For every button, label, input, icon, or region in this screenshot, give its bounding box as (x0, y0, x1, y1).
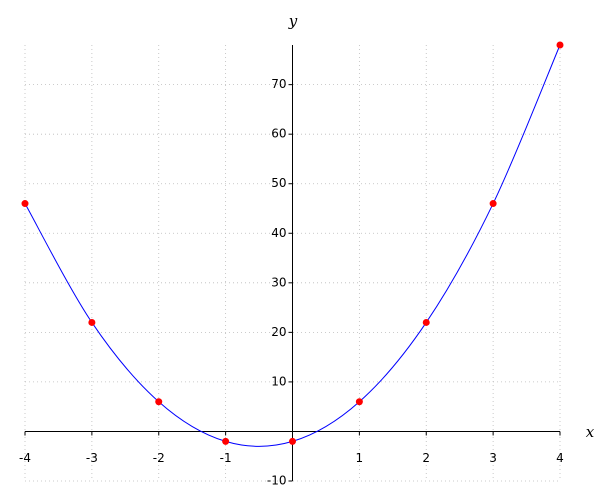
point (556, 41, 564, 49)
y-axis-label: y (288, 12, 298, 30)
y-tick-label: 60 (271, 127, 286, 141)
x-tick-label: 1 (356, 451, 364, 465)
y-tick-label: 20 (271, 325, 286, 339)
y-tick-label: 70 (271, 77, 286, 91)
point (222, 437, 230, 445)
y-tick-label: 30 (271, 275, 286, 289)
point (289, 437, 296, 445)
x-tick-label: -4 (19, 451, 31, 465)
x-tick-label: -3 (86, 451, 98, 465)
point (88, 318, 96, 326)
point (422, 318, 430, 326)
x-tick-label: 4 (556, 451, 564, 465)
point (155, 398, 163, 406)
y-tick-label: 40 (271, 226, 286, 240)
y-tick-label: 50 (271, 176, 286, 190)
x-axis-label: x (586, 423, 595, 441)
point (489, 200, 497, 208)
x-tick-label: 3 (489, 451, 497, 465)
x-tick-label: -2 (153, 451, 165, 465)
y-tick-label: 10 (271, 374, 286, 388)
x-tick-label: -1 (220, 451, 232, 465)
point (21, 200, 29, 208)
x-tick-label: 2 (422, 451, 430, 465)
y-tick-label: -10 (267, 474, 287, 488)
point (355, 398, 363, 406)
